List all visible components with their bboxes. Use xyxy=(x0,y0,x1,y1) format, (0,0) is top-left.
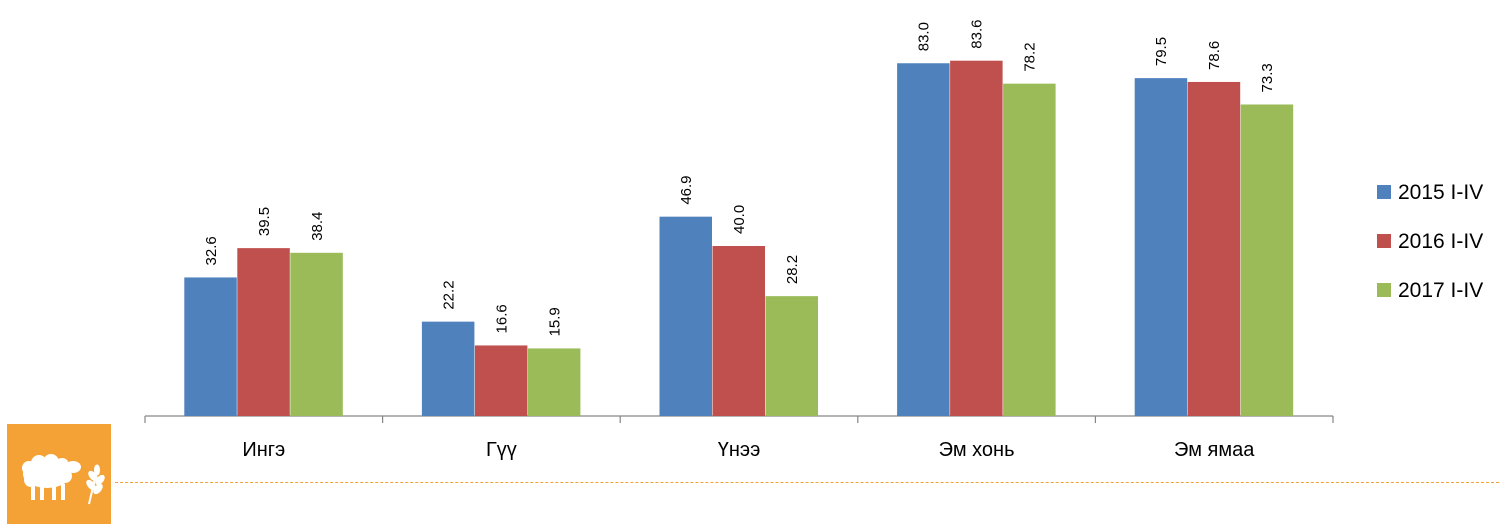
bar xyxy=(1003,83,1056,417)
x-tick-label: Ингэ xyxy=(242,439,285,461)
legend-label: 2016 I-IV xyxy=(1398,230,1483,253)
bar xyxy=(659,216,712,416)
bar xyxy=(765,296,818,416)
bar xyxy=(950,60,1003,416)
bar xyxy=(1134,78,1188,416)
bar xyxy=(421,321,475,416)
data-label: 83.6 xyxy=(969,19,986,48)
sheep-wheat-icon xyxy=(22,454,105,505)
data-label: 15.9 xyxy=(546,307,563,336)
legend-label: 2017 I-IV xyxy=(1398,279,1483,302)
data-label: 38.4 xyxy=(309,212,326,241)
legend-swatch xyxy=(1377,283,1391,297)
bar xyxy=(712,246,765,416)
x-tick-label: Эм ямаа xyxy=(1174,439,1255,461)
bar xyxy=(474,345,528,416)
legend-swatch xyxy=(1377,234,1391,248)
bar xyxy=(1187,81,1241,416)
dashed-divider xyxy=(115,482,1499,483)
legend-swatch xyxy=(1377,185,1391,199)
data-label: 79.5 xyxy=(1153,37,1170,66)
data-label: 83.0 xyxy=(916,22,933,51)
data-label: 22.2 xyxy=(440,280,457,309)
x-tick-label: Үнээ xyxy=(718,439,761,461)
data-label: 78.6 xyxy=(1206,41,1223,70)
bar xyxy=(184,277,237,416)
data-label: 16.6 xyxy=(493,304,510,333)
data-label: 46.9 xyxy=(678,175,695,204)
bar xyxy=(527,348,581,416)
bar xyxy=(897,63,950,416)
bar xyxy=(290,252,343,416)
data-label: 32.6 xyxy=(203,236,220,265)
bar-chart: 32.6 39.5 38.4 Ингэ 22.2 16.6 15.9 Гүү 46.9 40.0 2… xyxy=(144,19,1483,461)
bar xyxy=(237,248,290,416)
legend-label: 2015 I-IV xyxy=(1398,181,1483,204)
x-tick-label: Эм хонь xyxy=(939,439,1015,461)
data-label: 78.2 xyxy=(1022,42,1039,71)
data-label: 40.0 xyxy=(731,205,748,234)
data-label: 73.3 xyxy=(1259,63,1276,92)
livestock-badge xyxy=(7,424,111,524)
bar xyxy=(1240,104,1294,416)
data-label: 39.5 xyxy=(256,207,273,236)
x-tick-label: Гүү xyxy=(486,439,517,461)
data-label: 28.2 xyxy=(784,255,801,284)
